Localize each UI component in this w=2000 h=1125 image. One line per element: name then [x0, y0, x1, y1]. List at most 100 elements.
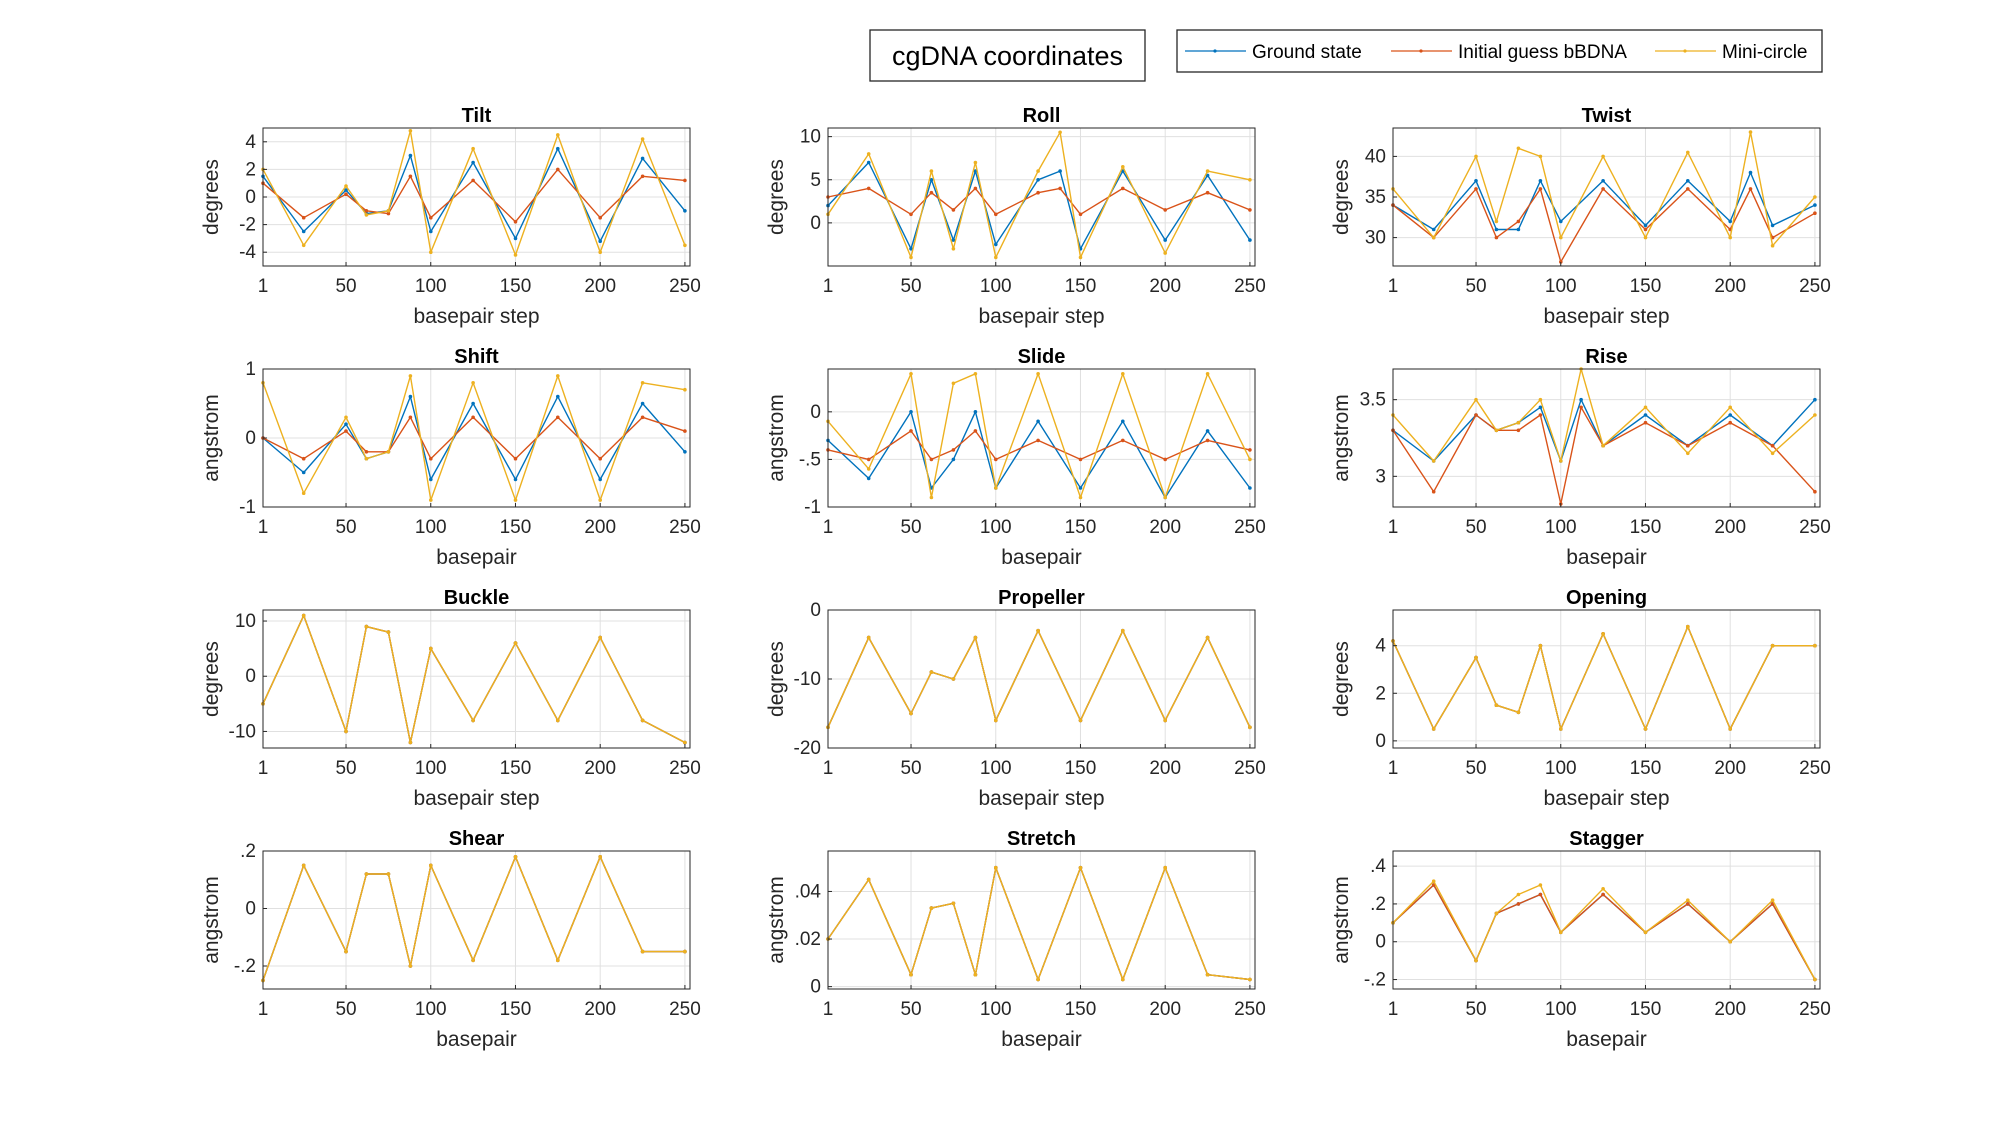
twist-point-initial-guess-bbdna-6 [1559, 260, 1563, 264]
stagger-point-mini-circle-4 [1516, 892, 1521, 897]
slide-point-ground-state-8 [1078, 486, 1083, 490]
shear-xtick-label-1: 1 [258, 999, 269, 1020]
twist-point-initial-guess-bbdna-9 [1686, 187, 1690, 191]
stagger-point-mini-circle-8 [1643, 930, 1648, 935]
rise-point-mini-circle-12 [1770, 451, 1775, 456]
rise-axes-box [1392, 368, 1821, 508]
tilt-ytick-label-2: -2 [239, 215, 256, 236]
shift-point-mini-circle-5 [408, 374, 413, 378]
stretch-point-mini-circle-10 [1163, 865, 1167, 870]
rise-series-initial-guess-bbdna [1392, 406, 1816, 505]
roll-point-mini-circle-7 [1036, 169, 1040, 173]
shear-point-mini-circle-12 [683, 949, 687, 954]
twist-point-ground-state-13 [1813, 203, 1817, 207]
twist-point-mini-circle-5 [1538, 154, 1543, 159]
slide-point-ground-state-4 [951, 457, 956, 462]
shift-point-initial-guess-bbdna-9 [556, 415, 560, 420]
buckle-point-mini-circle-10 [598, 635, 602, 640]
roll-point-mini-circle-3 [929, 169, 934, 173]
buckle-title: Buckle [444, 587, 510, 609]
tilt-point-ground-state-7 [471, 160, 475, 165]
shift-xtick-label-100: 100 [415, 517, 447, 538]
slide-ytick-label-1: -1 [804, 497, 821, 518]
twist-point-initial-guess-bbdna-4 [1516, 219, 1521, 224]
roll-point-ground-state-8 [1058, 169, 1062, 173]
twist-point-mini-circle-9 [1686, 150, 1690, 155]
rise-title: Rise [1585, 346, 1627, 368]
tilt-point-mini-circle-4 [386, 209, 391, 213]
propeller-point-mini-circle-12 [1248, 725, 1252, 730]
roll-series-initial-guess-bbdna [827, 187, 1251, 216]
stretch-point-mini-circle-4 [951, 901, 956, 906]
legend-item-ground-state: Ground state [1185, 42, 1362, 63]
roll-point-mini-circle-5 [973, 160, 978, 165]
legend-label-ground-state: Ground state [1252, 42, 1362, 63]
roll-xtick-label-100: 100 [980, 276, 1012, 297]
twist-point-ground-state-9 [1686, 179, 1690, 183]
propeller-xtick-label-50: 50 [900, 758, 921, 779]
shift-point-ground-state-8 [513, 477, 518, 482]
propeller-point-mini-circle-9 [1121, 628, 1125, 633]
legend-item-initial-guess: Initial guess bBDNA [1391, 42, 1627, 63]
propeller-point-mini-circle-3 [929, 670, 934, 674]
stagger-xtick-label-250: 250 [1799, 999, 1831, 1020]
twist-xtick-label-200: 200 [1714, 276, 1746, 297]
roll-point-initial-guess-bbdna-4 [951, 208, 956, 212]
buckle-point-mini-circle-6 [429, 646, 433, 651]
propeller-ytick-label-10: -10 [794, 669, 821, 690]
tilt-point-mini-circle-9 [556, 133, 560, 137]
rise-point-initial-guess-bbdna-13 [1813, 489, 1817, 494]
shift-point-ground-state-1 [301, 470, 306, 475]
shift-xtick-label-250: 250 [669, 517, 701, 538]
opening-plot-area [1393, 610, 1820, 748]
subplot-shear: 1 50 100 150 200 250-.20.2Shearbasepairangstr… [200, 828, 701, 1051]
rise-point-initial-guess-bbdna-5 [1538, 413, 1543, 417]
roll-xtick-label-50: 50 [900, 276, 921, 297]
stagger-point-mini-circle-9 [1686, 898, 1690, 902]
rise-point-mini-circle-9 [1643, 405, 1648, 410]
roll-point-ground-state-13 [1248, 238, 1252, 242]
roll-point-initial-guess-bbdna-9 [1078, 212, 1083, 217]
tilt-ytick-label-0: 0 [245, 187, 256, 208]
shift-ytick-label-1: 1 [245, 359, 256, 380]
roll-point-mini-circle-4 [951, 247, 956, 251]
twist-point-mini-circle-7 [1601, 154, 1605, 159]
twist-title: Twist [1582, 105, 1632, 127]
propeller-point-mini-circle-11 [1205, 635, 1210, 640]
buckle-point-mini-circle-3 [364, 624, 369, 629]
tilt-point-initial-guess-bbdna-6 [429, 215, 433, 220]
tilt-point-mini-circle-5 [408, 129, 413, 133]
shear-axes-box [262, 850, 691, 990]
rise-point-ground-state-5 [1538, 405, 1543, 410]
tilt-xtick-label-100: 100 [415, 276, 447, 297]
buckle-point-mini-circle-9 [556, 718, 560, 723]
legend-marker-mini-circle [1683, 49, 1687, 53]
twist-point-ground-state-1 [1431, 227, 1436, 232]
opening-point-mini-circle-10 [1728, 727, 1732, 731]
opening-xtick-label-250: 250 [1799, 758, 1831, 779]
buckle-xlabel: basepair step [413, 787, 539, 810]
slide-point-ground-state-5 [973, 410, 978, 414]
rise-point-initial-guess-bbdna-10 [1686, 443, 1690, 448]
shift-xtick-label-200: 200 [584, 517, 616, 538]
twist-point-mini-circle-10 [1728, 235, 1732, 240]
tilt-point-ground-state-11 [640, 156, 645, 161]
propeller-point-mini-circle-7 [1036, 628, 1040, 633]
buckle-xtick-label-200: 200 [584, 758, 616, 779]
stretch-xtick-label-150: 150 [1065, 999, 1097, 1020]
slide-point-mini-circle-5 [973, 372, 978, 376]
rise-point-initial-guess-bbdna-4 [1516, 428, 1521, 433]
buckle-point-mini-circle-2 [344, 729, 348, 734]
legend: Ground state Initial guess bBDNA Mini-ci… [1176, 29, 1823, 73]
roll-series-ground-state [827, 161, 1251, 250]
shift-point-ground-state-12 [683, 450, 687, 454]
stagger-ytick-label-0: 0 [1375, 932, 1386, 953]
tilt-point-ground-state-9 [556, 146, 560, 151]
buckle-ytick-label-0: 0 [245, 666, 256, 687]
shift-point-mini-circle-11 [640, 381, 645, 385]
stagger-xtick-label-100: 100 [1545, 999, 1577, 1020]
twist-point-initial-guess-bbdna-7 [1601, 187, 1605, 191]
